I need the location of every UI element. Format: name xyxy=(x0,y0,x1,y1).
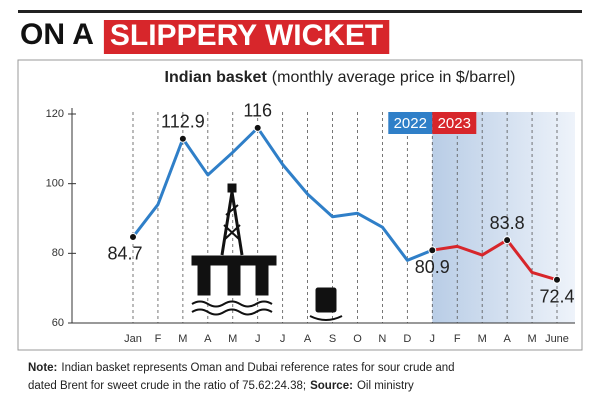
value-label: 83.8 xyxy=(490,213,525,233)
x-tick-label: D xyxy=(403,333,411,345)
subtitle-bold: Indian basket xyxy=(165,69,268,86)
point xyxy=(129,232,137,241)
value-label: 72.4 xyxy=(539,287,574,307)
subtitle-rest: (monthly average price in $/barrel) xyxy=(272,69,516,86)
point xyxy=(503,236,512,245)
source-text: Oil ministry xyxy=(357,380,414,392)
legend-swatch xyxy=(432,112,477,134)
subtitle: Indian basket (monthly average price in $… xyxy=(165,69,516,86)
top-rule xyxy=(18,10,582,13)
source-label: Source: xyxy=(310,380,353,392)
point xyxy=(253,123,262,132)
y-tick-label: 120 xyxy=(46,108,64,120)
x-tick-label: A xyxy=(503,333,511,345)
x-tick-label: J xyxy=(255,333,261,345)
y-tick-label: 60 xyxy=(52,317,64,329)
note-label: Note: xyxy=(28,362,57,374)
y-tick-label: 100 xyxy=(46,178,64,190)
point xyxy=(178,134,187,143)
note: Note: Indian basket represents Oman and D… xyxy=(28,362,455,374)
x-tick-label: M xyxy=(527,333,536,345)
x-tick-label: M xyxy=(178,333,187,345)
x-tick-label: M xyxy=(478,333,487,345)
y-tick-label: 80 xyxy=(52,247,64,259)
x-tick-label: J xyxy=(280,333,286,345)
chart-frame xyxy=(17,59,583,351)
x-tick-label: S xyxy=(329,333,336,345)
highlight-band xyxy=(432,112,575,323)
value-label: 80.9 xyxy=(415,257,450,277)
x-tick-label: Jan xyxy=(124,333,142,345)
legend-label: 2022 xyxy=(394,115,427,132)
value-label: 112.9 xyxy=(161,111,205,131)
legend-swatch xyxy=(388,112,433,134)
x-tick-label: A xyxy=(304,333,312,345)
x-tick-label: June xyxy=(545,333,569,345)
oil-rig-icon xyxy=(191,183,277,316)
headline-plain: ON A xyxy=(20,18,94,51)
barrel-icon xyxy=(309,287,343,321)
x-tick-label: A xyxy=(204,333,212,345)
x-tick-label: F xyxy=(454,333,461,345)
note-text: Indian basket represents Oman and Dubai … xyxy=(61,362,454,374)
x-tick-label: O xyxy=(353,333,362,345)
point xyxy=(428,246,437,255)
value-label: 84.7 xyxy=(107,244,142,264)
note-line-2: dated Brent for sweet crude in the ratio… xyxy=(28,380,414,392)
x-tick-label: F xyxy=(155,333,162,345)
headline-box xyxy=(103,20,390,54)
x-tick-label: N xyxy=(378,333,386,345)
x-tick-label: M xyxy=(228,333,237,345)
legend-label: 2023 xyxy=(438,115,471,132)
point xyxy=(553,275,561,284)
x-tick-label: J xyxy=(430,333,436,345)
note-text-2: dated Brent for sweet crude in the ratio… xyxy=(28,380,306,392)
headline-highlight: SLIPPERY WICKET xyxy=(110,19,383,52)
series-line xyxy=(432,238,558,282)
value-label: 116 xyxy=(243,101,272,121)
